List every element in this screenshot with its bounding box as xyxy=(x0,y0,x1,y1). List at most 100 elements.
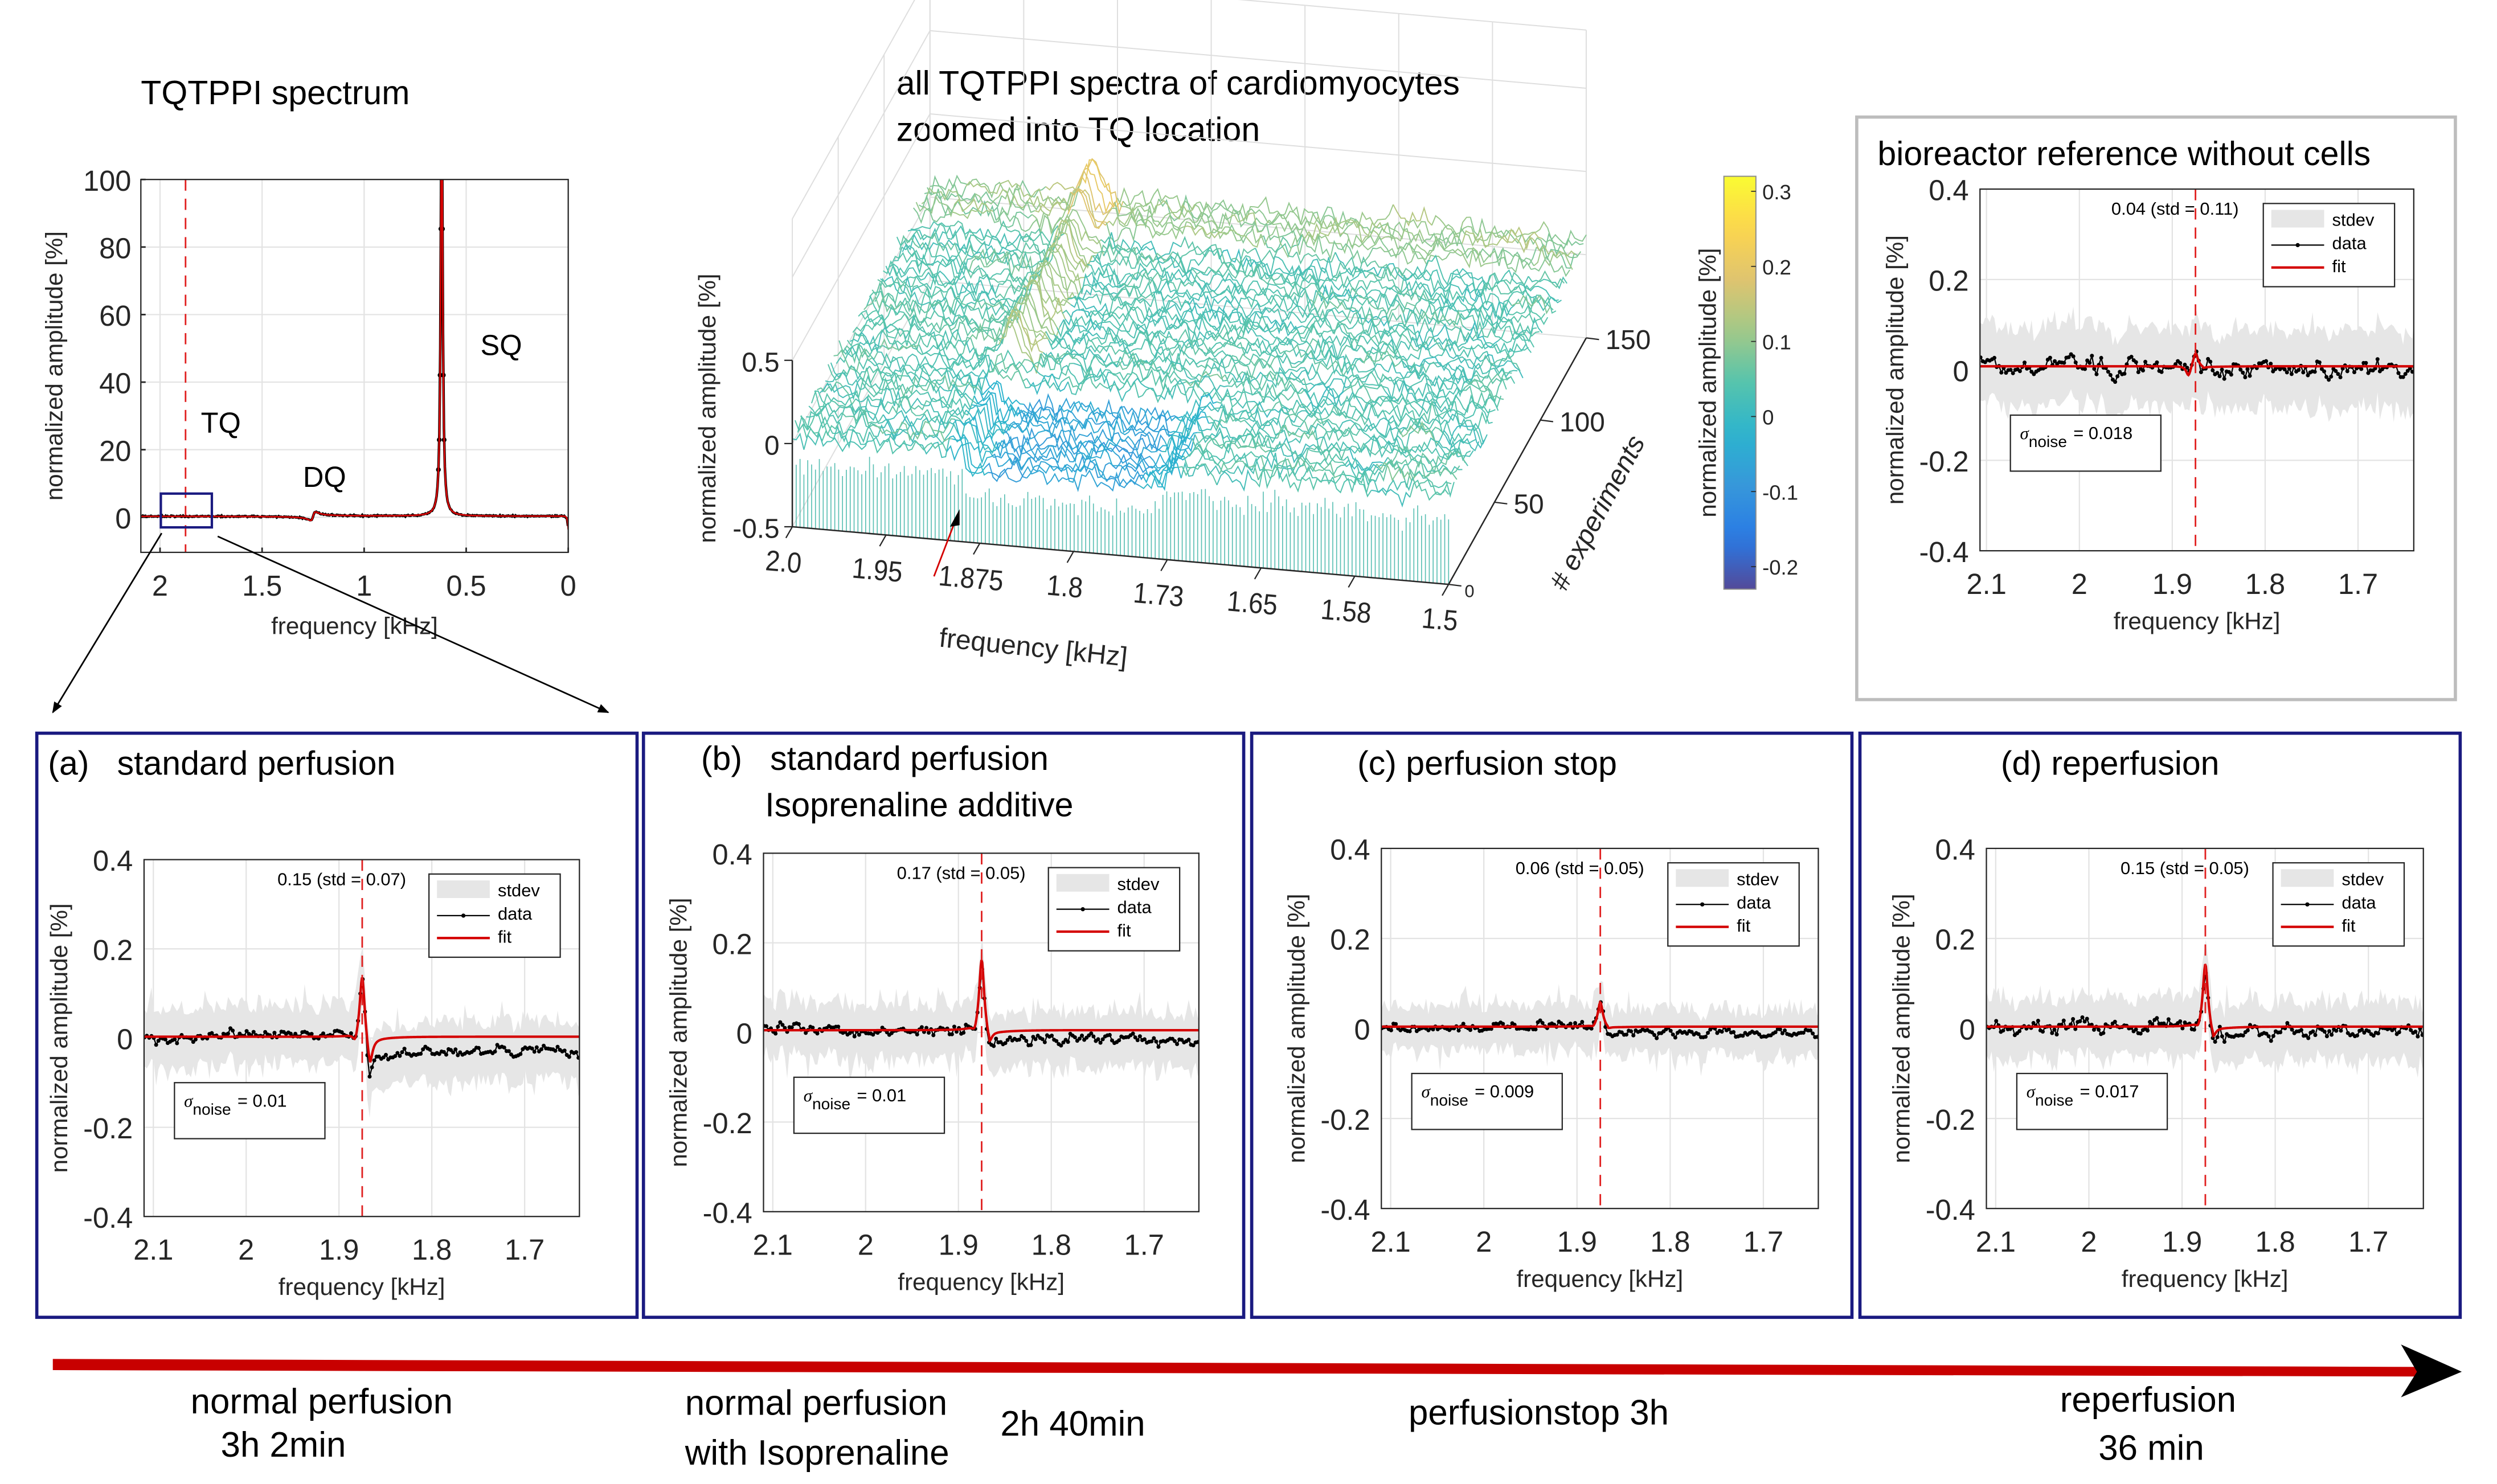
legend-data-marker xyxy=(2305,902,2310,907)
surface-line xyxy=(863,371,903,392)
data-point xyxy=(2304,1034,2308,1038)
data-point xyxy=(2069,1022,2073,1027)
surface-line xyxy=(1431,445,1471,462)
surface-line xyxy=(833,347,873,372)
surface-line xyxy=(1131,425,1170,437)
legend-label-fit: fit xyxy=(1117,920,1131,940)
panel-b-frame xyxy=(641,731,1246,1319)
surface-line xyxy=(861,377,900,396)
y-tick xyxy=(1586,337,1599,341)
sigma-subscript: noise xyxy=(1430,1091,1468,1109)
sigma-subscript: noise xyxy=(812,1095,850,1113)
surface-line xyxy=(1117,281,1157,298)
y-tick-label: 150 xyxy=(1606,325,1651,355)
surface-line xyxy=(1260,319,1300,337)
data-point xyxy=(810,1026,815,1030)
data-point xyxy=(542,1043,546,1048)
surface-line xyxy=(806,404,845,424)
y-axis-line xyxy=(1448,337,1587,585)
data-point xyxy=(2322,1030,2327,1034)
x-axis-label: frequency [kHz] xyxy=(2114,608,2281,634)
surface-line xyxy=(1241,280,1281,298)
y-tick-label: 0.4 xyxy=(93,845,133,877)
surface-line xyxy=(982,235,1022,251)
surface-line xyxy=(1528,276,1567,290)
surface-line xyxy=(932,397,972,416)
surface-line xyxy=(863,295,903,313)
surface-line xyxy=(1128,424,1168,450)
surface-line xyxy=(916,418,955,438)
surface-line xyxy=(1412,254,1452,286)
zoom-connector-right xyxy=(217,535,609,714)
data-point xyxy=(2285,370,2289,375)
surface-line xyxy=(1145,379,1185,400)
data-point xyxy=(2285,1020,2290,1025)
x-tick-label: 2 xyxy=(2081,1225,2097,1258)
data-point xyxy=(1008,1035,1012,1040)
surface-title-line-2: zoomed into TQ location xyxy=(897,111,1260,149)
side-wall-grid-line xyxy=(792,30,931,278)
data-point xyxy=(2031,1020,2036,1025)
data-point xyxy=(534,1045,539,1050)
data-point xyxy=(1696,1032,1701,1036)
surface-line xyxy=(1423,388,1463,413)
surface-line xyxy=(1360,350,1399,367)
surface-line xyxy=(1194,288,1234,314)
side-wall-grid-line xyxy=(792,113,931,361)
surface-line xyxy=(1404,356,1443,368)
surface-line xyxy=(1247,415,1287,434)
surface-line xyxy=(1376,461,1416,482)
x-tick xyxy=(1066,551,1074,563)
surface-line xyxy=(1420,317,1460,334)
data-point xyxy=(2073,360,2078,365)
surface-line xyxy=(1385,228,1424,243)
surface-line xyxy=(979,390,1019,423)
surface-line xyxy=(1037,352,1076,368)
data-point xyxy=(919,1025,924,1030)
y-tick-label: 0.2 xyxy=(1929,265,1968,297)
surface-line xyxy=(877,276,917,289)
data-point xyxy=(2327,378,2331,382)
surface-line xyxy=(1075,284,1116,302)
surface-line xyxy=(1147,219,1187,236)
surface-line xyxy=(1379,237,1419,259)
data-point xyxy=(173,1037,177,1042)
surface-line xyxy=(1092,326,1132,347)
surface-line xyxy=(922,341,961,362)
data-point xyxy=(421,1047,425,1052)
x-tick xyxy=(1442,584,1450,596)
surface-line xyxy=(1390,373,1430,392)
data-point xyxy=(231,1028,235,1033)
x-tick-label: 1.8 xyxy=(1031,1229,1071,1261)
surface-line xyxy=(930,329,969,350)
data-point xyxy=(2222,1040,2226,1044)
surface-line xyxy=(1307,219,1347,243)
data-point xyxy=(2001,1028,2005,1033)
panel-b-title-line-1: (b) standard perfusion xyxy=(701,740,1049,777)
data-point xyxy=(518,1052,523,1056)
x-axis-label: frequency [kHz] xyxy=(898,1269,1065,1296)
surface-line xyxy=(1141,315,1182,329)
x-tick-label: 1.8 xyxy=(412,1233,452,1266)
surface-line xyxy=(1304,453,1344,473)
x-tick-label: 1.875 xyxy=(938,560,1005,597)
x-tick-label: 1.8 xyxy=(1650,1225,1690,1258)
colorbar-tick-label: 0.2 xyxy=(1762,256,1791,279)
surface-line xyxy=(932,255,972,276)
data-point xyxy=(1461,1022,1466,1026)
surface-line xyxy=(888,253,928,277)
data-point xyxy=(1196,1040,1199,1044)
data-point xyxy=(2334,369,2338,374)
data-point xyxy=(2192,1027,2196,1032)
overview-spectrum-chart: 2 1.5 1 0.5 0 0 20 40 60 80 100 TQ DQ SQ frequency [kH… xyxy=(41,165,576,639)
surface-line xyxy=(1189,297,1229,328)
surface-line xyxy=(930,174,969,191)
data-point xyxy=(1999,370,2004,375)
timeline-arrowhead xyxy=(2401,1344,2462,1397)
panel-c-frame xyxy=(1250,731,1854,1319)
surface-line xyxy=(1208,336,1248,354)
data-point xyxy=(2401,375,2405,379)
surface-line xyxy=(1439,429,1480,452)
surface-line xyxy=(819,382,859,399)
